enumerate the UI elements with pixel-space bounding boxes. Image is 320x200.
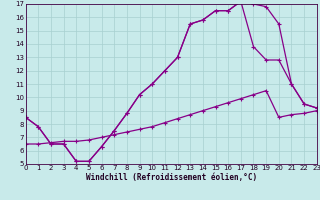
- X-axis label: Windchill (Refroidissement éolien,°C): Windchill (Refroidissement éolien,°C): [86, 173, 257, 182]
